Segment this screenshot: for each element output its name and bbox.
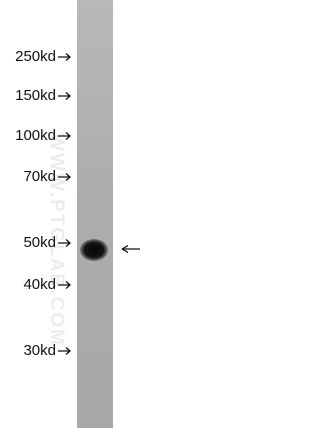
marker-arrow xyxy=(58,132,71,140)
marker-arrow xyxy=(58,347,71,355)
marker-arrow xyxy=(58,239,71,247)
page: WWW.PTGLAB.COM 250kd 150kd 100kd 70kd 50kd 40… xyxy=(0,0,150,428)
marker-ladder: 250kd 150kd 100kd 70kd 50kd 40kd 30kd xyxy=(15,48,71,359)
marker-arrow xyxy=(58,92,71,100)
marker-label: 70kd xyxy=(23,168,56,185)
blot-figure: WWW.PTGLAB.COM 250kd 150kd 100kd 70kd 50kd 40… xyxy=(15,0,140,428)
marker-label: 40kd xyxy=(23,276,56,293)
marker-label: 250kd xyxy=(15,48,56,65)
marker-arrow xyxy=(58,281,71,289)
blot-lane xyxy=(77,0,113,428)
watermark: WWW.PTGLAB.COM xyxy=(46,133,67,347)
marker-label: 30kd xyxy=(23,342,56,359)
protein-band xyxy=(80,239,108,261)
marker-label: 100kd xyxy=(15,127,56,144)
marker-arrow xyxy=(58,173,71,181)
marker-arrow xyxy=(58,53,71,61)
marker-label: 50kd xyxy=(23,234,56,251)
target-arrow xyxy=(121,244,140,254)
marker-label: 150kd xyxy=(15,87,56,104)
